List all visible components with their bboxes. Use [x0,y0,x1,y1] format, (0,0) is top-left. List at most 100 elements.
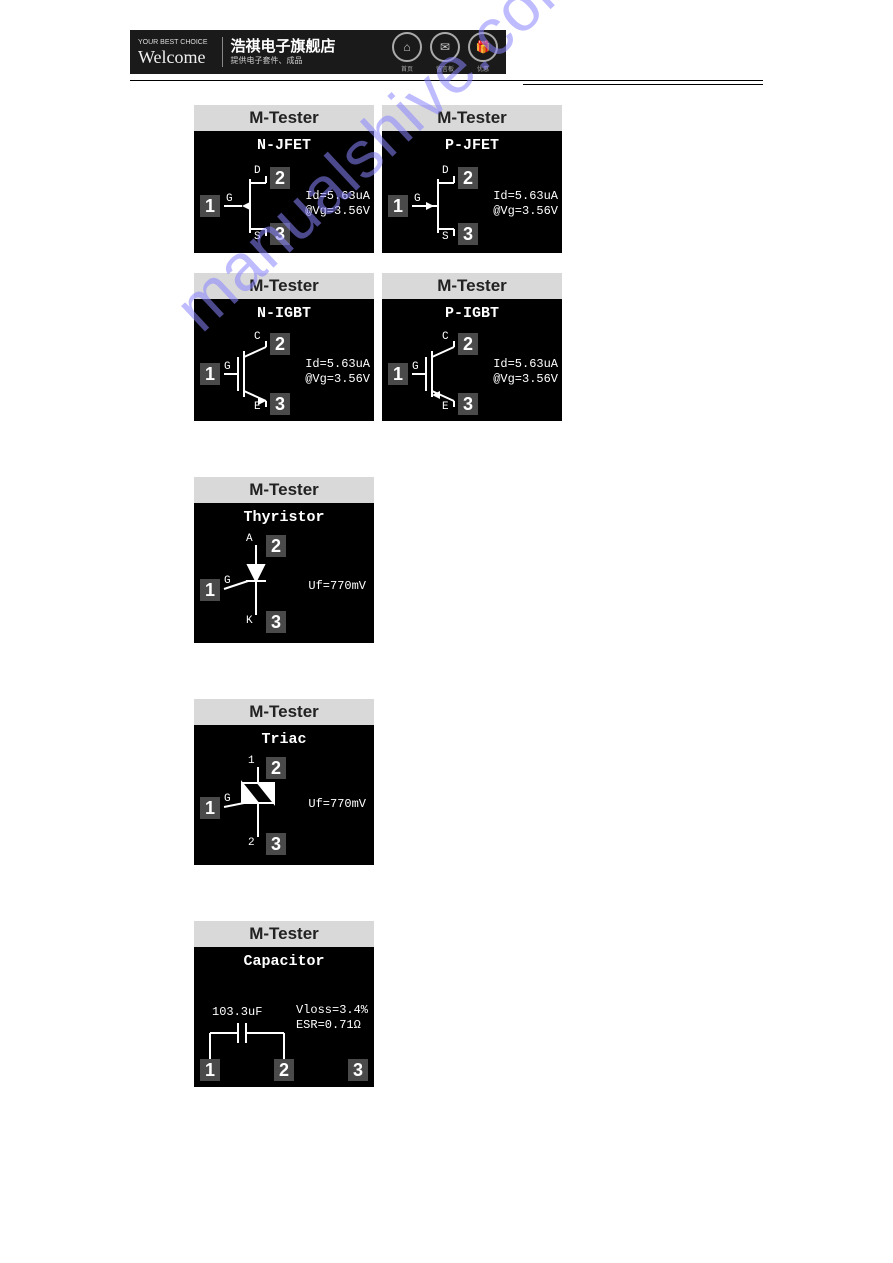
pin-label-g: G [414,193,421,205]
row-triac: M-Tester Triac 1 2 G 1 [194,699,763,865]
pin-label-c: C [254,331,261,343]
banner-tagline: YOUR BEST CHOICE [138,39,208,46]
pin-label-s: S [254,231,261,243]
meas-uf: Uf=770mV [308,797,366,812]
pin-badge-2: 2 [458,333,478,355]
row-igbt: M-Tester N-IGBT G C [194,273,763,421]
meas-vloss: Vloss=3.4% [296,1003,368,1018]
banner-icon-wrap: ⌂ 首页 [392,32,422,73]
card-body: Triac 1 2 G 1 2 3 [194,725,374,865]
meas-vg: @Vg=3.56V [493,372,558,387]
pin-label-c: C [442,331,449,343]
pin-label-s: S [442,231,449,243]
home-icon-label: 首页 [401,64,413,73]
measurements: Id=5.63uA @Vg=3.56V [493,189,558,219]
pin-badge-2: 2 [274,1059,294,1081]
card-body: N-IGBT G C E 1 2 [194,299,374,421]
pin-label-a: A [246,533,253,545]
card-title: M-Tester [382,105,562,131]
pin-label-d: D [442,165,449,177]
pin-badge-1: 1 [200,579,220,601]
pin-label-g: G [226,193,233,205]
card-title: M-Tester [194,273,374,299]
card-nigbt: M-Tester N-IGBT G C [194,273,374,421]
pin-badge-3: 3 [458,223,478,245]
banner-cn: 浩祺电子旗舰店 提供电子套件、成品 [231,38,336,66]
card-thyristor: M-Tester Thyristor A K G 1 2 3 [194,477,374,643]
pin-badge-1: 1 [200,797,220,819]
gift-icon-glyph: 🎁 [476,40,491,54]
banner-cn-sub: 提供电子套件、成品 [231,56,336,66]
pin-badge-3: 3 [266,833,286,855]
pin-badge-1: 1 [200,195,220,217]
pin-badge-2: 2 [270,167,290,189]
card-title: M-Tester [194,699,374,725]
banner-icon-wrap: 🎁 优惠 [468,32,498,73]
measurements: Uf=770mV [308,797,366,812]
pin-badge-3: 3 [266,611,286,633]
pin-badge-3: 3 [458,393,478,415]
row-capacitor: M-Tester Capacitor 103.3uF Vloss=3.4% [194,921,763,1087]
mail-icon: ✉ [430,32,460,62]
row-thyristor: M-Tester Thyristor A K G 1 2 3 [194,477,763,643]
card-triac: M-Tester Triac 1 2 G 1 [194,699,374,865]
pin-label-e: E [254,401,261,413]
banner-left: YOUR BEST CHOICE Welcome [138,39,208,66]
row-jfet: M-Tester N-JFET G D [194,105,763,253]
pin-badge-3: 3 [270,393,290,415]
card-body: P-JFET G D S 1 2 [382,131,562,253]
card-njfet: M-Tester N-JFET G D [194,105,374,253]
banner-icons: ⌂ 首页 ✉ 留言板 🎁 优惠 [392,32,498,73]
meas-id: Id=5.63uA [305,189,370,204]
gift-icon: 🎁 [468,32,498,62]
pin-label-e: E [442,401,449,413]
pin-label-g: G [224,793,231,805]
banner-icon-wrap: ✉ 留言板 [430,32,460,73]
pin-label-g: G [412,361,419,373]
pin-label-d: D [254,165,261,177]
pin-badge-1: 1 [388,195,408,217]
cap-value: 103.3uF [212,1005,262,1019]
card-body: Capacitor 103.3uF Vloss=3.4% ESR=0.71Ω [194,947,374,1087]
home-icon: ⌂ [392,32,422,62]
pin-badge-1: 1 [200,1059,220,1081]
pin-label-t1: 1 [248,755,255,767]
pin-badge-1: 1 [388,363,408,385]
banner-divider [222,37,223,67]
measurements: Id=5.63uA @Vg=3.56V [493,357,558,387]
card-body: P-IGBT G C E 1 2 [382,299,562,421]
header-banner: YOUR BEST CHOICE Welcome 浩祺电子旗舰店 提供电子套件、… [130,30,506,74]
pin-badge-3: 3 [348,1059,368,1081]
pin-label-t2: 2 [248,837,255,849]
meas-vg: @Vg=3.56V [305,372,370,387]
meas-id: Id=5.63uA [493,189,558,204]
meas-uf: Uf=770mV [308,579,366,594]
mail-icon-glyph: ✉ [440,40,450,54]
pin-label-g: G [224,575,231,587]
banner-welcome: Welcome [138,48,208,66]
card-title: M-Tester [194,477,374,503]
card-body: Thyristor A K G 1 2 3 Uf=770 [194,503,374,643]
page: YOUR BEST CHOICE Welcome 浩祺电子旗舰店 提供电子套件、… [0,0,893,1187]
measurements: Uf=770mV [308,579,366,594]
card-title: M-Tester [382,273,562,299]
pin-label-g: G [224,361,231,373]
rule-right [523,84,763,85]
card-capacitor: M-Tester Capacitor 103.3uF Vloss=3.4% [194,921,374,1087]
meas-esr: ESR=0.71Ω [296,1018,368,1033]
pin-badge-1: 1 [200,363,220,385]
pin-badge-2: 2 [270,333,290,355]
gift-icon-label: 优惠 [477,64,489,73]
meas-id: Id=5.63uA [305,357,370,372]
pin-label-k: K [246,615,253,627]
measurements: Id=5.63uA @Vg=3.56V [305,357,370,387]
measurements: Vloss=3.4% ESR=0.71Ω [296,1003,368,1033]
card-pigbt: M-Tester P-IGBT G C [382,273,562,421]
card-title: M-Tester [194,105,374,131]
rule-main [130,80,763,81]
meas-vg: @Vg=3.56V [305,204,370,219]
pin-badge-3: 3 [270,223,290,245]
card-pjfet: M-Tester P-JFET G D [382,105,562,253]
pin-badge-2: 2 [266,757,286,779]
measurements: Id=5.63uA @Vg=3.56V [305,189,370,219]
